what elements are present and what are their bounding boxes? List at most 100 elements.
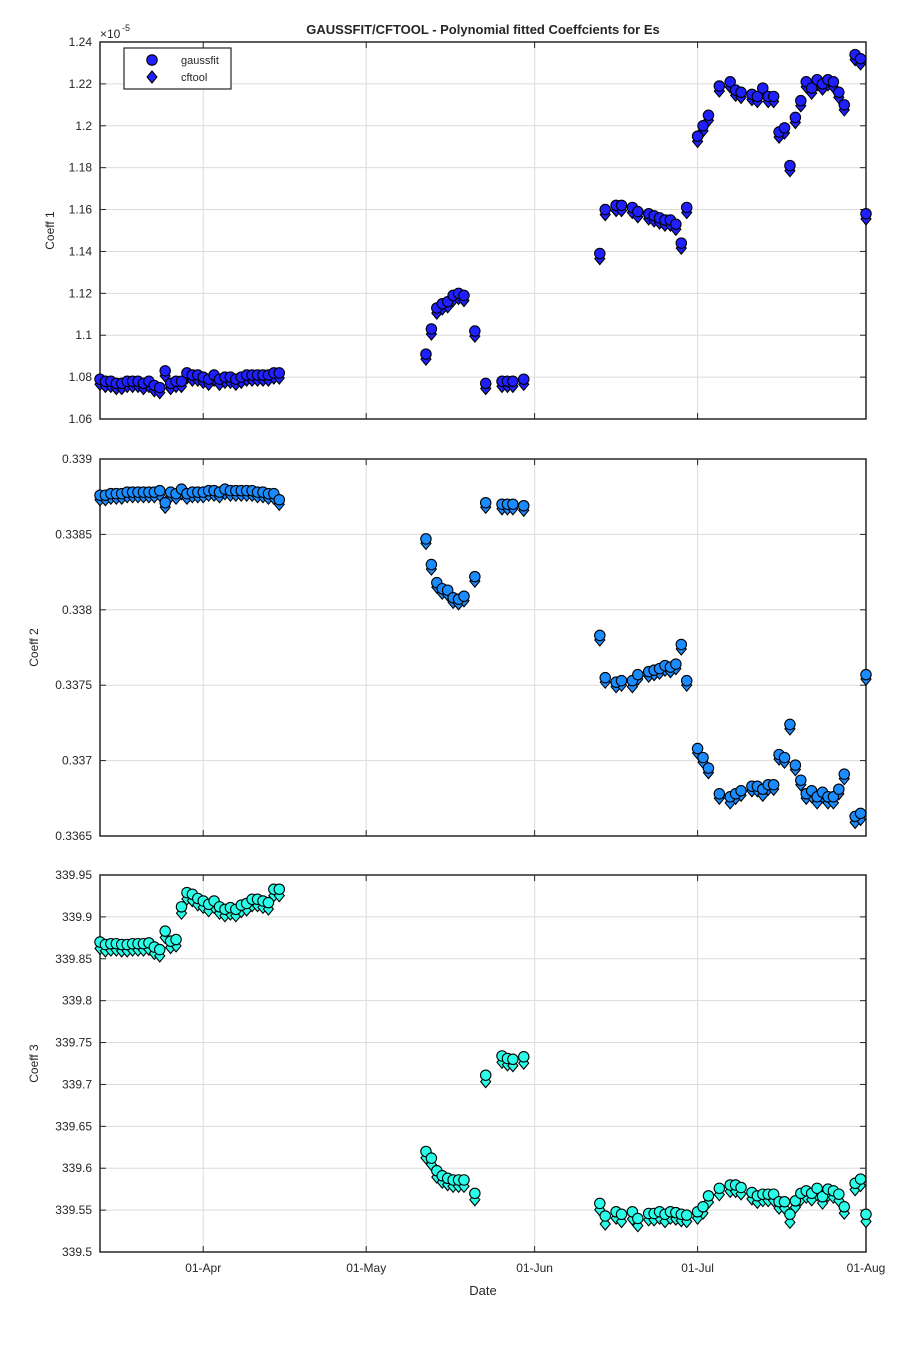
axes-box — [99, 874, 867, 1253]
gaussfit-point — [175, 901, 188, 913]
y-tick-label: 339.85 — [55, 952, 92, 966]
gaussfit-point — [767, 778, 780, 791]
gaussfit-point — [159, 925, 171, 937]
gaussfit-point — [425, 323, 438, 335]
gaussfit-point — [833, 86, 845, 99]
gaussfit-point — [827, 76, 840, 88]
gaussfit-point — [154, 484, 166, 497]
gaussfit-point — [702, 1190, 715, 1202]
axes-box — [99, 41, 867, 420]
gaussfit-point — [632, 1212, 644, 1225]
x-axis-label: Date — [469, 1283, 496, 1298]
gaussfit-point — [469, 325, 481, 337]
legend-gaussfit-marker — [146, 54, 158, 66]
gaussfit-point — [594, 629, 606, 642]
gaussfit-point — [479, 1069, 492, 1081]
legend: gaussfit cftool — [123, 47, 232, 90]
gaussfit-point — [697, 1201, 709, 1213]
gaussfit-point — [860, 207, 872, 220]
gaussfit-point — [675, 638, 688, 651]
y-tick-label: 0.3385 — [55, 527, 92, 541]
gaussfit-point — [458, 590, 470, 602]
gaussfit-point — [159, 496, 171, 509]
x-tick-label: 01-Jul — [681, 1261, 714, 1275]
y-tick-label: 1.14 — [69, 244, 93, 258]
gaussfit-point — [833, 783, 845, 796]
y-tick-label: 339.95 — [55, 868, 92, 882]
gaussfit-point — [795, 94, 807, 107]
y-tick-label: 339.9 — [62, 910, 92, 924]
gaussfit-point — [735, 785, 747, 797]
cftool-point — [599, 1217, 611, 1231]
gaussfit-point — [615, 1208, 628, 1221]
gaussfit-point — [469, 570, 481, 583]
y-tick-label: 0.339 — [62, 452, 92, 466]
y-tick-label: 1.22 — [69, 77, 93, 91]
gaussfit-point — [778, 1195, 791, 1208]
gaussfit-point — [784, 718, 796, 731]
gaussfit-point — [599, 1210, 611, 1222]
gaussfit-point — [702, 762, 715, 774]
y-tick-label: 339.8 — [62, 994, 92, 1008]
gaussfit-point — [507, 1053, 519, 1066]
gaussfit-point — [854, 807, 867, 820]
gaussfit-point — [735, 1181, 747, 1194]
gaussfit-point — [860, 668, 872, 681]
y-tick-label: 339.6 — [62, 1161, 92, 1175]
y-axis-label: Coeff 3 — [27, 1044, 41, 1083]
gaussfit-point — [670, 218, 682, 230]
gaussfit-point — [517, 373, 530, 385]
y-tick-label: 339.5 — [62, 1245, 92, 1259]
gaussfit-point — [154, 381, 166, 394]
gaussfit-point — [425, 558, 438, 571]
gaussfit-point — [789, 111, 802, 124]
y-axis-label: Coeff 1 — [43, 211, 57, 250]
y-exponent-power: -5 — [122, 23, 130, 33]
x-tick-label: 01-Apr — [185, 1261, 221, 1275]
gaussfit-point — [670, 658, 682, 670]
legend-box — [123, 47, 232, 90]
y-tick-label: 1.12 — [69, 286, 93, 300]
gaussfit-point — [691, 742, 704, 755]
gaussfit-point — [784, 159, 796, 172]
gaussfit-point — [458, 1174, 470, 1186]
gaussfit-point — [675, 237, 688, 249]
gaussfit-point — [425, 1152, 438, 1164]
y-tick-label: 1.24 — [69, 35, 93, 49]
gaussfit-point — [691, 130, 704, 143]
gaussfit-point — [795, 774, 807, 786]
gaussfit-point — [724, 76, 736, 88]
gaussfit-point — [713, 788, 726, 800]
gaussfit-point — [680, 674, 693, 687]
gaussfit-point — [697, 751, 709, 764]
y-tick-label: 339.7 — [62, 1077, 92, 1091]
gaussfit-point — [615, 199, 628, 212]
gaussfit-point — [479, 377, 492, 390]
gaussfit-point — [767, 90, 780, 103]
gaussfit-point — [615, 674, 628, 687]
legend-gaussfit-label: gaussfit — [181, 55, 219, 67]
x-tick-label: 01-Aug — [847, 1261, 886, 1275]
gaussfit-point — [458, 289, 470, 302]
gaussfit-point — [517, 499, 530, 512]
y-tick-label: 0.3365 — [55, 829, 92, 843]
gaussfit-point — [175, 375, 188, 388]
y-tick-label: 0.337 — [62, 754, 92, 768]
y-tick-label: 0.338 — [62, 603, 92, 617]
gaussfit-point — [507, 375, 519, 388]
gaussfit-point — [833, 1188, 845, 1200]
gaussfit-point — [757, 82, 769, 94]
gaussfit-point — [838, 768, 851, 780]
y-tick-label: 339.65 — [55, 1119, 92, 1133]
gaussfit-point — [778, 751, 791, 764]
gaussfit-point — [854, 1173, 867, 1185]
gaussfit-point — [778, 122, 791, 134]
y-tick-label: 1.2 — [75, 119, 92, 133]
gaussfit-point — [170, 933, 182, 946]
y-tick-label: 0.3375 — [55, 678, 92, 692]
x-tick-label: 01-Jun — [516, 1261, 553, 1275]
gaussfit-point — [420, 348, 432, 360]
y-tick-label: 1.06 — [69, 412, 93, 426]
